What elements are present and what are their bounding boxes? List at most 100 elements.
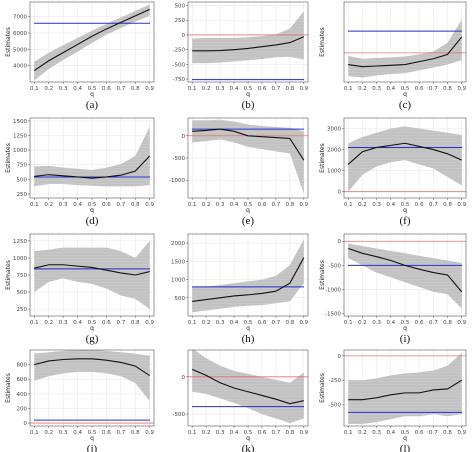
x-tick-label: 0.8 [443,202,452,208]
x-tick-label: 0.9 [145,320,154,326]
y-tick-label: 0 [338,190,342,196]
x-tick-label: 0.4 [230,320,239,326]
y-tick-label: 6000 [13,31,27,37]
y-tick-label: -500 [329,403,342,409]
x-tick-label: 0.3 [372,86,381,92]
x-tick-label: 0.5 [244,320,253,326]
y-tick-label: 1500 [171,259,185,265]
x-tick-label: 0.8 [285,320,294,326]
x-tick-label: 0.6 [102,202,111,208]
panel-caption: (d) [86,215,99,227]
y-axis-label: Estimates [5,143,12,173]
x-tick-label: 0.9 [299,202,308,208]
x-tick-label: 0.7 [116,86,125,92]
x-tick-label: 0.4 [230,430,239,436]
x-tick-label: 0.3 [216,202,225,208]
plot-area [188,119,308,194]
panel-caption: (k) [242,443,255,452]
x-tick-label: 0.9 [457,86,466,92]
plot-frame [187,233,309,317]
x-tick-label: 0.9 [145,202,154,208]
x-tick-label: 0.4 [230,202,239,208]
x-tick-label: 0.6 [415,430,424,436]
x-tick-label: 0.4 [73,202,82,208]
y-tick-label: 0 [182,375,186,381]
x-tick-label: 0.8 [443,430,452,436]
x-tick-label: 0.9 [145,430,154,436]
x-tick-label: 0.8 [285,430,294,436]
x-tick-label: 0.7 [272,320,281,326]
plot-area [344,352,466,425]
plot-area [30,350,154,424]
plot-frame [29,1,155,83]
x-tick-label: 0.5 [244,202,253,208]
x-tick-label: 0.8 [443,320,452,326]
panel-b: 0.1 0.2 0.3 0.4 0.5 0.6 0.7 0.8 0.9 500 250 0 -250 -5… [173,1,309,111]
plot-frame [29,233,155,317]
plot-area [344,126,466,193]
panel-j: 0.1 0.2 0.3 0.4 0.5 0.6 0.7 0.8 0.9 0 200 400 600 800… [5,349,155,452]
y-tick-label: 250 [17,307,28,313]
quantile-estimate-line [348,379,463,401]
x-tick-label: 0.4 [73,430,82,436]
panel-caption: (c) [399,99,412,111]
plot-frame [343,233,467,317]
y-tick-label: 500 [17,177,28,183]
x-tick-label: 0.9 [457,430,466,436]
confidence-band [34,240,150,310]
y-tick-label: -250 [173,48,186,54]
x-tick-label: 0.7 [429,430,438,436]
x-tick-label: 0.3 [59,202,68,208]
x-tick-label: 0.9 [145,86,154,92]
y-tick-label: 1500 [13,119,27,125]
confidence-band [192,239,304,313]
y-tick-label: 400 [17,392,28,398]
x-tick-label: 0.3 [372,202,381,208]
x-tick-label: 0.2 [358,202,367,208]
y-tick-label: 0 [24,421,28,427]
x-tick-label: 0.9 [457,320,466,326]
x-axis-label: q [246,207,250,214]
x-tick-label: 0.5 [244,430,253,436]
quantile-estimate-line [191,368,304,405]
panel-caption: (i) [400,333,411,345]
y-tick-label: 750 [17,163,28,169]
y-tick-label: 4000 [13,64,27,70]
x-tick-label: 0.8 [131,202,140,208]
x-tick-label: 0.3 [372,430,381,436]
y-tick-label: 1250 [13,134,27,140]
y-tick-label: 2000 [327,148,341,154]
x-tick-label: 0.2 [358,320,367,326]
plot-area [344,19,466,78]
x-tick-label: 0.3 [216,320,225,326]
y-tick-label: 750 [17,273,28,279]
x-tick-label: 0.3 [216,430,225,436]
x-axis-label: q [90,435,94,442]
confidence-band [348,243,462,309]
y-tick-label: 500 [175,4,186,10]
x-tick-label: 0.3 [59,86,68,92]
plot-frame [343,349,467,427]
x-tick-label: 0.2 [202,86,211,92]
x-tick-label: 0.1 [344,430,353,436]
y-tick-label: 200 [17,406,28,412]
y-tick-label: 250 [175,18,186,24]
y-tick-label: -500 [173,412,186,418]
x-tick-label: 0.6 [102,86,111,92]
x-axis-label: q [403,91,407,98]
y-tick-label: -250 [329,378,342,384]
panel-f: 0.1 0.2 0.3 0.4 0.5 0.6 0.7 0.8 0.9 0 1000 2000 3000… [319,117,467,227]
plot-area [34,240,150,310]
x-tick-label: 0.9 [299,430,308,436]
x-tick-label: 0.3 [216,86,225,92]
quantile-estimate-line [192,128,305,161]
x-tick-label: 0.1 [344,202,353,208]
x-tick-label: 0.5 [401,202,410,208]
y-axis-label: Estimates [5,373,12,403]
y-tick-label: 500 [17,290,28,296]
y-axis-label: Estimates [5,260,12,290]
x-tick-label: 0.2 [358,430,367,436]
quantile-estimate-line [347,142,462,165]
quantile-estimate-line [34,8,150,72]
